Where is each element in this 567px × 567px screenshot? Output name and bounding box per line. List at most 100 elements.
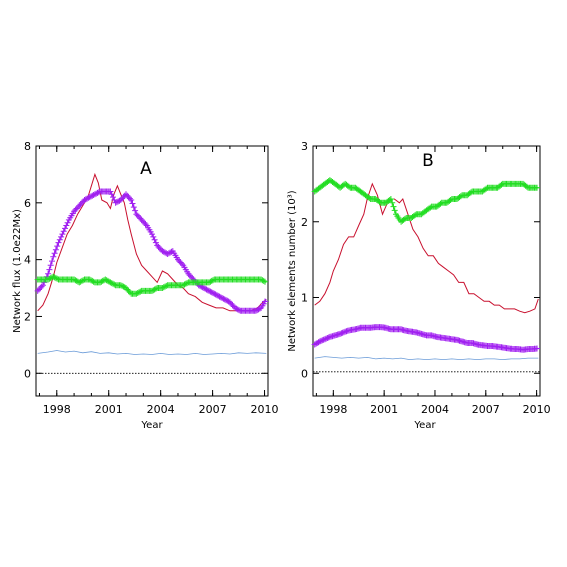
cross-marker xyxy=(206,287,213,294)
cross-marker xyxy=(160,248,167,255)
cross-marker xyxy=(188,273,194,280)
cross-marker xyxy=(120,194,127,201)
cross-marker xyxy=(165,250,172,257)
cross-marker xyxy=(208,289,215,296)
x-tick-label: 2010 xyxy=(523,403,551,416)
cross-marker xyxy=(318,337,324,344)
cross-marker xyxy=(60,228,67,235)
cross-marker xyxy=(366,195,373,202)
x-axis-title: Year xyxy=(413,420,436,431)
cross-marker xyxy=(150,233,157,240)
cross-marker xyxy=(181,281,188,288)
tick-layer: 1998 2001 2004 2007 2010 0 2 4 6 8 xyxy=(24,140,279,416)
cross-marker xyxy=(134,290,141,296)
x-tick-label: 2004 xyxy=(421,403,449,416)
cross-marker xyxy=(136,289,142,296)
cross-marker xyxy=(52,246,59,253)
cross-marker xyxy=(262,298,268,305)
x-axis-title: Year xyxy=(140,420,163,431)
cross-marker xyxy=(81,197,88,203)
cross-marker xyxy=(216,293,223,300)
cross-marker xyxy=(80,277,87,284)
cross-marker xyxy=(137,288,144,295)
cross-marker xyxy=(184,280,191,287)
y-tick-label: 4 xyxy=(24,254,31,267)
cross-marker xyxy=(133,211,140,218)
cross-marker xyxy=(51,274,58,281)
cross-marker xyxy=(108,280,115,287)
cross-marker xyxy=(159,248,166,255)
cross-marker xyxy=(236,307,242,314)
plot-frame xyxy=(312,145,541,397)
cross-marker xyxy=(136,214,142,220)
cross-marker xyxy=(129,200,136,207)
cross-marker xyxy=(47,275,54,282)
cross-marker xyxy=(50,253,57,260)
cross-marker xyxy=(52,275,59,282)
cross-marker xyxy=(483,185,490,192)
y-axis-title: Network elements number (10³) xyxy=(287,190,298,351)
cross-marker xyxy=(59,231,66,238)
cross-marker xyxy=(95,189,102,196)
series-layer xyxy=(311,177,540,373)
y-axis-title: Network flux (1.0e22Mx) xyxy=(12,209,23,333)
cross-marker xyxy=(71,276,78,283)
cross-marker xyxy=(128,197,135,203)
cross-marker xyxy=(167,249,174,256)
x-tick-label: 2010 xyxy=(251,403,279,416)
cross-marker xyxy=(152,239,159,246)
x-tick-label: 2004 xyxy=(147,403,175,416)
cross-marker xyxy=(111,281,118,288)
y-tick-label: 3 xyxy=(301,140,308,153)
cross-marker xyxy=(39,282,46,289)
cross-marker xyxy=(117,197,124,203)
cross-marker xyxy=(234,306,241,313)
cross-marker xyxy=(152,285,159,292)
cross-marker xyxy=(126,195,133,202)
cross-marker xyxy=(182,280,189,287)
cross-marker xyxy=(37,285,44,291)
y-tick-label: 8 xyxy=(24,140,31,153)
cross-marker xyxy=(45,276,52,283)
cross-marker xyxy=(149,287,155,294)
cross-marker xyxy=(62,225,68,232)
series-line xyxy=(37,350,267,355)
cross-marker xyxy=(54,243,61,250)
cross-marker xyxy=(86,276,93,283)
cross-marker xyxy=(156,245,163,252)
cross-marker xyxy=(534,184,540,191)
cross-marker xyxy=(217,294,224,301)
cross-marker xyxy=(138,216,145,223)
series-line xyxy=(314,182,539,314)
cross-marker xyxy=(150,287,157,294)
panel-a: 1998 2001 2004 2007 2010 0 2 4 6 8 A Year Network… xyxy=(12,140,279,431)
cross-marker xyxy=(55,239,62,246)
cross-marker xyxy=(78,199,85,206)
cross-marker xyxy=(176,258,183,265)
cross-marker xyxy=(163,282,170,289)
cross-marker xyxy=(221,296,228,303)
cross-marker xyxy=(211,290,218,297)
cross-marker xyxy=(252,307,259,314)
x-tick-label: 1998 xyxy=(43,403,71,416)
cross-marker xyxy=(72,206,79,213)
cross-marker xyxy=(47,262,54,269)
cross-marker xyxy=(58,233,65,240)
cross-marker xyxy=(89,192,96,199)
cross-marker xyxy=(88,193,94,200)
cross-marker xyxy=(91,191,98,198)
cross-marker xyxy=(228,300,235,307)
cross-marker xyxy=(106,278,113,285)
cross-marker xyxy=(119,282,126,289)
x-tick-label: 2001 xyxy=(370,403,398,416)
cross-marker xyxy=(110,280,116,287)
cross-marker xyxy=(139,218,146,225)
cross-marker xyxy=(447,197,454,203)
x-tick-label: 2007 xyxy=(472,403,500,416)
cross-marker xyxy=(107,279,114,286)
plot-frame xyxy=(35,145,269,397)
cross-marker xyxy=(207,288,214,295)
cross-marker xyxy=(51,250,58,257)
cross-marker xyxy=(220,295,227,302)
